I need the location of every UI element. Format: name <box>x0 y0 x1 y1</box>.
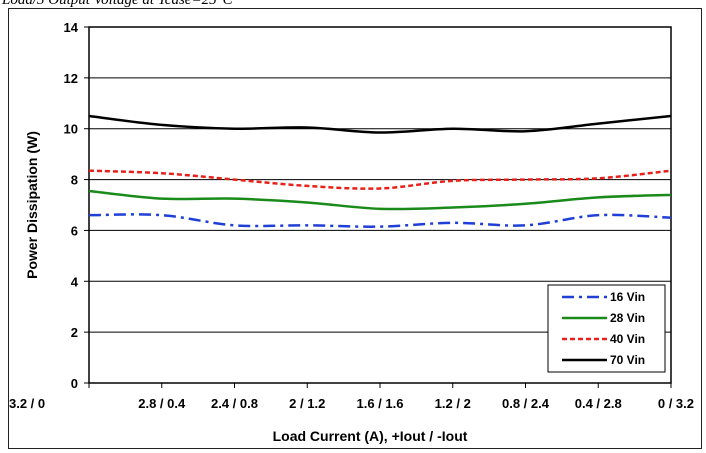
y-tick-label: 14 <box>64 20 79 35</box>
series-line-40-vin <box>88 169 672 190</box>
y-tick-label: 6 <box>71 223 78 238</box>
legend: 16 Vin 28 Vin 40 Vin 70 Vin <box>547 284 666 373</box>
legend-label: 70 Vin <box>610 353 645 367</box>
y-tick-label: 8 <box>71 173 78 188</box>
x-tick-label: 0.8 / 2.4 <box>502 396 550 411</box>
x-tick-label: 3.2 / 0 <box>9 396 45 411</box>
legend-label: 40 Vin <box>610 332 645 346</box>
x-tick-label: 2.4 / 0.8 <box>211 396 258 411</box>
y-tick-label: 0 <box>71 376 78 391</box>
series-line-70-vin <box>88 114 672 134</box>
legend-label: 16 Vin <box>610 290 645 304</box>
legend-box <box>547 284 666 373</box>
y-tick-label: 2 <box>71 325 78 340</box>
legend-label: 28 Vin <box>610 311 645 325</box>
y-axis-title: Power Dissipation (W) <box>24 131 40 279</box>
chart-frame <box>8 8 702 449</box>
series-line-28-vin <box>88 189 672 211</box>
x-axis-title: Load Current (A), +Iout / -Iout <box>273 428 468 444</box>
x-tick-label: 2.8 / 0.4 <box>138 396 186 411</box>
chart-caption: Load/3 Output Voltage at Tcase=25°C <box>2 0 233 8</box>
x-tick-label: 1.6 / 1.6 <box>357 396 404 411</box>
y-tick-label: 4 <box>71 274 79 289</box>
x-tick-label: 1.2 / 2 <box>435 396 471 411</box>
axis-ticks: 0 2 4 6 8 10 12 14 3.2 / 0 2.8 / 0.4 2.4 / 0.8 2 / … <box>9 20 694 411</box>
y-tick-label: 10 <box>64 122 78 137</box>
y-tick-label: 12 <box>64 71 78 86</box>
x-tick-label: 0 / 3.2 <box>658 396 694 411</box>
series-line-16-vin <box>88 213 672 228</box>
series-lines <box>88 114 672 228</box>
x-tick-label: 0.4 / 2.8 <box>575 396 622 411</box>
x-tick-label: 2 / 1.2 <box>289 396 325 411</box>
